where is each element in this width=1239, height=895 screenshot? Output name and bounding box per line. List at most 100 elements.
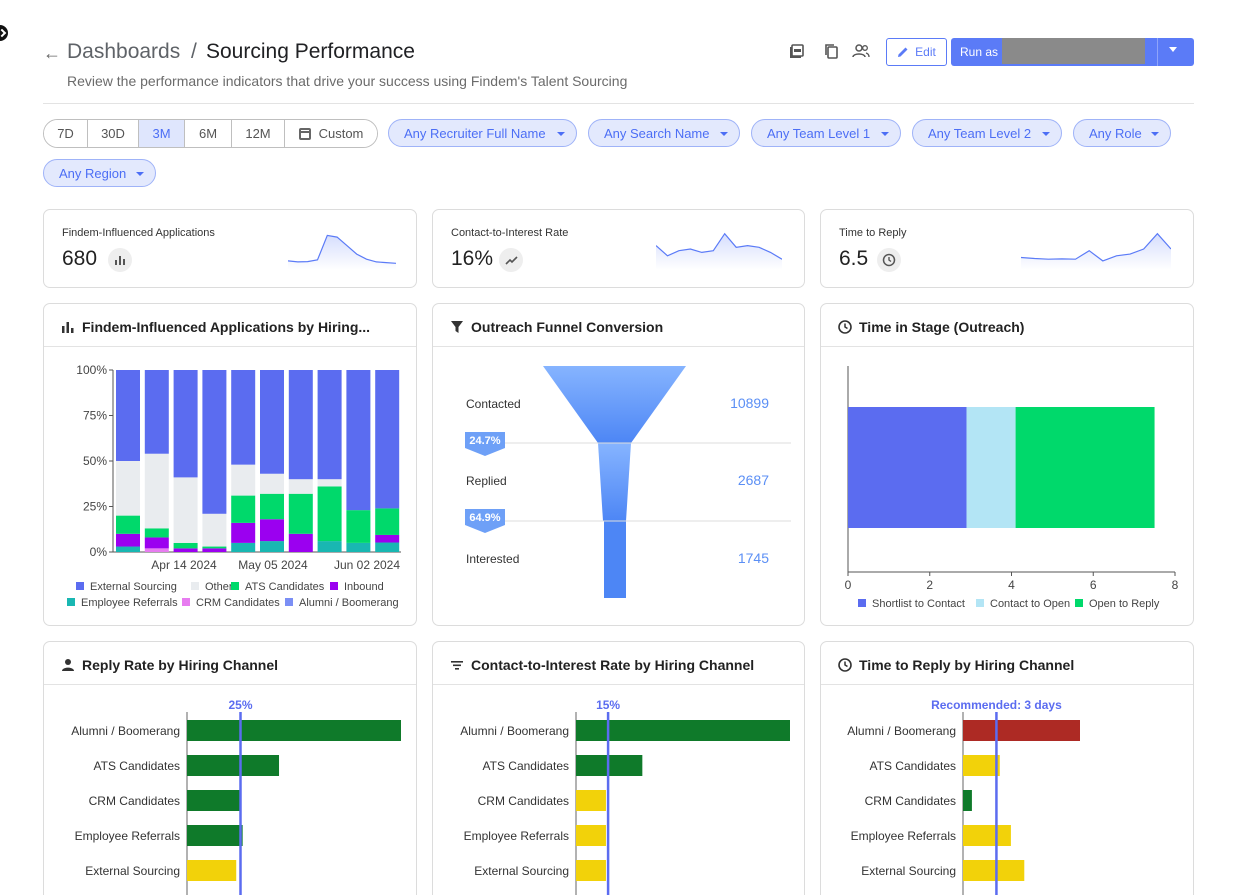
range-7d[interactable]: 7D xyxy=(44,120,88,147)
person-icon xyxy=(62,659,74,671)
conversion-badge xyxy=(465,432,505,456)
bar-segment xyxy=(317,541,342,552)
panel-time-in-stage: Time in Stage (Outreach) 0 2 4 6 8 Shortlist … xyxy=(820,303,1194,626)
range-30d[interactable]: 30D xyxy=(88,120,139,147)
channel-bar xyxy=(187,720,401,741)
range-12m[interactable]: 12M xyxy=(232,120,285,147)
filter-search-name[interactable]: Any Search Name xyxy=(588,119,740,147)
people-icon[interactable] xyxy=(852,43,870,61)
pdf-icon[interactable] xyxy=(788,43,806,61)
channel-label: ATS Candidates xyxy=(94,759,181,773)
conversion-badge xyxy=(465,509,505,533)
edit-button[interactable]: Edit xyxy=(886,38,947,66)
y-tick-label: 0% xyxy=(90,545,108,559)
kpi-card-time-reply[interactable]: Time to Reply 6.5 xyxy=(820,209,1194,288)
page-title: Sourcing Performance xyxy=(206,40,415,63)
funnel-chart: Contacted 10899 Replied 2687 Interested 1745 2… xyxy=(465,366,791,598)
bar-segment xyxy=(231,370,256,465)
panel-time-to-reply: Time to Reply by Hiring Channel Alumni /… xyxy=(820,641,1194,895)
range-3m[interactable]: 3M xyxy=(139,120,185,147)
legend-swatch xyxy=(1075,599,1083,607)
filter-team-level-1[interactable]: Any Team Level 1 xyxy=(751,119,901,147)
copy-icon[interactable] xyxy=(822,43,840,61)
run-as-label: Run as E xyxy=(960,45,1010,59)
panel-title: Time to Reply by Hiring Channel xyxy=(859,657,1075,673)
stage-segment xyxy=(966,407,1016,528)
filter-recruiter[interactable]: Any Recruiter Full Name xyxy=(388,119,577,147)
filter-role[interactable]: Any Role xyxy=(1073,119,1171,147)
channel-bar xyxy=(576,860,606,881)
chevron-down-icon xyxy=(136,172,144,176)
clock-icon xyxy=(838,320,852,334)
funnel-stage-replied xyxy=(598,443,631,521)
channel-bar xyxy=(963,720,1080,741)
chevron-down-icon xyxy=(1151,132,1159,136)
bar-segment xyxy=(260,473,284,494)
bar-segment xyxy=(202,513,227,547)
x-tick-label: 2 xyxy=(926,578,933,592)
panel-reply-rate: Reply Rate by Hiring Channel Alumni / Bo… xyxy=(43,641,417,895)
panel-title: Reply Rate by Hiring Channel xyxy=(82,657,279,673)
legend-swatch xyxy=(231,582,239,590)
reference-label: 25% xyxy=(228,698,252,712)
funnel-stage-value: 10899 xyxy=(730,395,769,411)
bar-segment xyxy=(260,519,284,542)
legend-swatch xyxy=(330,582,338,590)
back-arrow-icon[interactable]: ← xyxy=(43,43,61,63)
channel-bar xyxy=(963,790,972,811)
legend-swatch xyxy=(76,582,84,590)
filter-team-level-2[interactable]: Any Team Level 2 xyxy=(912,119,1062,147)
reference-label: Recommended: 3 days xyxy=(931,698,1062,712)
bar-segment xyxy=(231,464,256,496)
clock-icon xyxy=(877,248,901,272)
redacted-user xyxy=(1002,38,1145,64)
bar-segment xyxy=(116,546,140,552)
kpi-label: Contact-to-Interest Rate xyxy=(451,227,569,239)
bar-segment xyxy=(202,546,227,549)
funnel-stage-label: Replied xyxy=(466,474,507,488)
kpi-value: 6.5 xyxy=(839,247,869,270)
y-tick-label: 75% xyxy=(83,409,107,423)
funnel-stage-value: 2687 xyxy=(738,472,769,488)
channel-label: ATS Candidates xyxy=(870,759,957,773)
bar-segment xyxy=(375,370,400,509)
bar-chart-icon xyxy=(62,322,74,333)
channel-bar xyxy=(576,720,790,741)
legend-swatch xyxy=(182,598,190,606)
stage-segment xyxy=(1015,407,1155,528)
bar-segment xyxy=(202,548,227,552)
bar-segment xyxy=(231,542,256,552)
bar-segment xyxy=(375,508,400,535)
kpi-card-contact-interest[interactable]: Contact-to-Interest Rate 16% xyxy=(432,209,805,288)
x-tick-label: Jun 02 2024 xyxy=(334,558,400,572)
channel-label: Employee Referrals xyxy=(851,829,956,843)
bar-segment xyxy=(288,533,313,552)
channel-label: Employee Referrals xyxy=(75,829,180,843)
kpi-sparkline xyxy=(288,234,396,270)
filter-lines-icon xyxy=(451,661,463,670)
trend-line-icon xyxy=(499,248,523,272)
interest-rate-chart: Alumni / Boomerang ATS Candidates CRM Cand… xyxy=(460,698,790,895)
time-range-selector: 7D 30D 3M 6M 12M Custom xyxy=(43,119,378,148)
breadcrumb-dashboards[interactable]: Dashboards xyxy=(67,40,181,63)
x-tick-label: 8 xyxy=(1172,578,1179,592)
channel-bar xyxy=(187,860,237,881)
funnel-stage-contacted xyxy=(543,366,686,443)
legend-label: Shortlist to Contact xyxy=(872,598,965,610)
kpi-value: 680 xyxy=(62,247,98,270)
legend-label: Alumni / Boomerang xyxy=(299,597,399,609)
bar-segment xyxy=(260,541,284,552)
range-6m[interactable]: 6M xyxy=(185,120,232,147)
filter-region[interactable]: Any Region xyxy=(43,159,156,187)
legend-label: Employee Referrals xyxy=(81,597,178,609)
bar-segment xyxy=(144,370,169,454)
kpi-card-applications[interactable]: Findem-Influenced Applications 680 xyxy=(43,209,417,288)
range-custom[interactable]: Custom xyxy=(285,120,377,147)
channel-bar xyxy=(963,860,1025,881)
sparkline-area xyxy=(1021,233,1171,270)
chevron-down-icon[interactable] xyxy=(1169,47,1177,52)
side-toggle-icon[interactable] xyxy=(0,25,8,41)
x-tick-label: 4 xyxy=(1008,578,1015,592)
run-as-button[interactable]: Run as E xyxy=(951,38,1194,66)
legend-swatch xyxy=(67,598,75,606)
